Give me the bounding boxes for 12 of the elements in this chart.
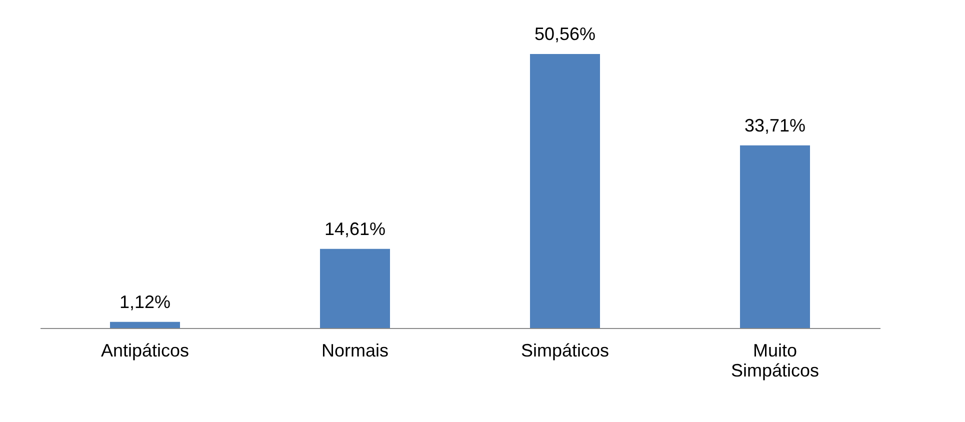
bar	[110, 322, 180, 328]
x-tick-label: Muito Simpáticos	[730, 340, 820, 380]
data-label: 1,12%	[119, 292, 171, 312]
bar	[530, 54, 600, 328]
data-label: 33,71%	[744, 115, 806, 136]
bar	[320, 248, 390, 328]
x-tick-label: Normais	[321, 340, 389, 360]
x-tick-label: Antipáticos	[100, 340, 190, 360]
x-tick-label: Simpáticos	[520, 340, 610, 360]
data-label: 50,56%	[534, 24, 596, 44]
bar	[740, 145, 810, 328]
data-label: 14,61%	[324, 218, 386, 239]
